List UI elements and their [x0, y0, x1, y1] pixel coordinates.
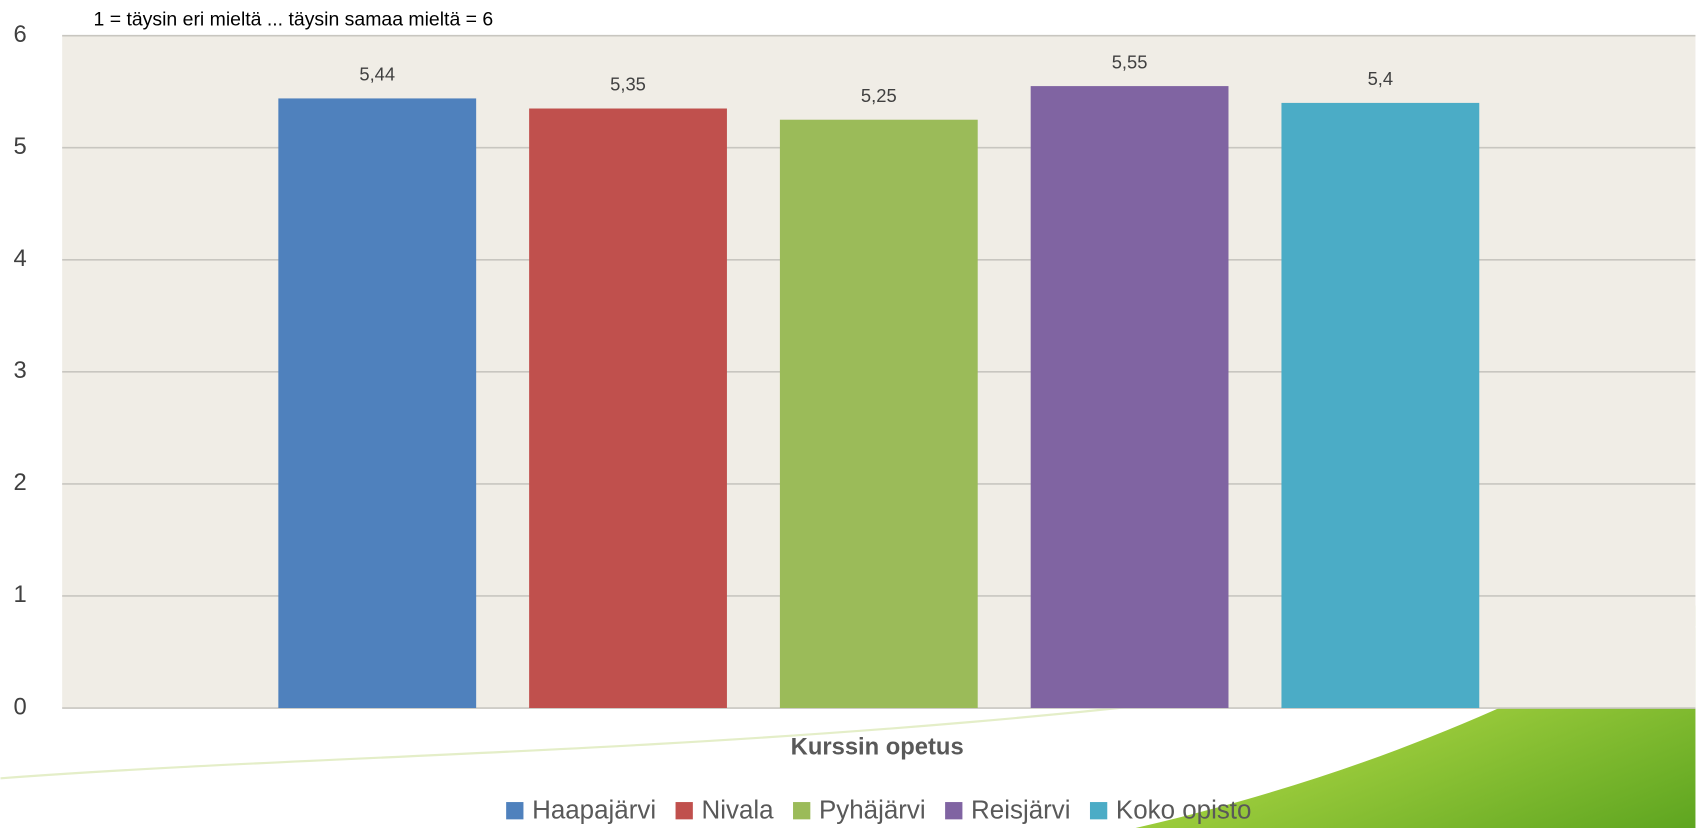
data-label: 5,4	[1368, 68, 1394, 89]
y-tick-label: 1	[14, 581, 27, 608]
legend-label: Koko opisto	[1116, 797, 1252, 825]
legend-label: Nivala	[701, 797, 774, 825]
legend-label: Reisjärvi	[971, 797, 1070, 825]
y-tick-label: 4	[14, 245, 27, 272]
legend-swatch	[945, 802, 963, 820]
legend-label: Pyhäjärvi	[819, 797, 926, 825]
bar	[278, 98, 477, 709]
y-tick-label: 0	[14, 693, 27, 720]
legend-swatch	[793, 802, 811, 820]
bar	[529, 108, 727, 709]
data-label: 5,44	[359, 64, 395, 85]
legend-label: Haapajärvi	[532, 797, 656, 825]
data-label: 5,35	[610, 74, 646, 95]
y-tick-label: 6	[14, 21, 27, 48]
bar	[779, 119, 978, 709]
data-label: 5,55	[1112, 51, 1148, 72]
x-tick-label: Kurssin opetus	[791, 733, 964, 760]
legend-swatch	[1089, 802, 1108, 820]
y-tick-label: 5	[14, 133, 27, 160]
decoration	[1135, 605, 1696, 828]
bar	[1030, 86, 1229, 709]
subtitle: 1 = täysin eri mieltä ... täysin samaa m…	[94, 9, 494, 31]
legend-swatch	[506, 802, 524, 820]
data-label: 5,25	[861, 85, 897, 106]
bar	[1281, 102, 1480, 709]
y-tick-label: 3	[14, 357, 27, 384]
y-tick-label: 2	[14, 469, 27, 496]
legend-swatch	[675, 802, 693, 820]
